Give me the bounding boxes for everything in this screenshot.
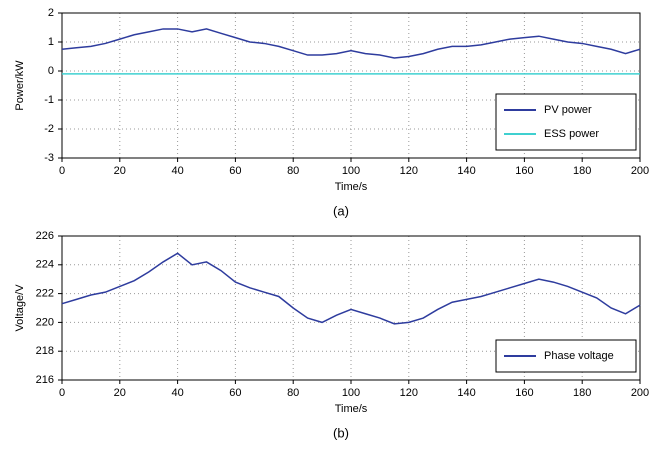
x-tick-label: 200: [631, 387, 649, 399]
x-tick-label: 140: [457, 387, 475, 399]
y-tick-label: -1: [44, 94, 54, 106]
x-tick-label: 60: [229, 165, 241, 177]
legend: Phase voltage: [495, 339, 637, 373]
x-tick-label: 60: [229, 387, 241, 399]
x-tick-label: 100: [342, 165, 360, 177]
x-tick-label: 120: [400, 165, 418, 177]
y-tick-label: 226: [36, 230, 54, 242]
x-tick-label: 160: [515, 387, 533, 399]
data-line: [61, 252, 641, 325]
y-tick-label: 216: [36, 374, 54, 386]
caption: (a): [333, 203, 349, 218]
x-axis-label: Time/s: [335, 181, 368, 193]
legend-label: Phase voltage: [544, 350, 614, 362]
x-tick-label: 20: [114, 387, 126, 399]
y-tick-label: 0: [48, 65, 54, 77]
y-tick-label: 220: [36, 316, 54, 328]
x-tick-label: 40: [171, 165, 183, 177]
x-tick-label: 180: [573, 387, 591, 399]
legend-box: [495, 93, 637, 151]
y-tick-label: 1: [48, 36, 54, 48]
x-tick-label: 80: [287, 387, 299, 399]
legend-label: ESS power: [544, 128, 599, 140]
caption: (b): [333, 425, 349, 440]
y-tick-label: 218: [36, 345, 54, 357]
x-tick-label: 20: [114, 165, 126, 177]
legend: PV power ESS power: [495, 93, 637, 151]
x-tick-label: 160: [515, 165, 533, 177]
y-tick-label: 2: [48, 7, 54, 19]
plot-frame: [61, 235, 641, 381]
subplot: 216 218 220 222 224 226 0 20 40 60 80 100 120 140 160 1…: [14, 230, 649, 441]
x-tick-label: 80: [287, 165, 299, 177]
y-axis-label: Voltage/V: [14, 284, 26, 332]
x-tick-label: 0: [59, 387, 65, 399]
y-tick-label: 224: [36, 259, 54, 271]
data-line: [61, 28, 641, 59]
x-tick-label: 180: [573, 165, 591, 177]
y-tick-label: -3: [44, 152, 54, 164]
x-tick-label: 140: [457, 165, 475, 177]
y-axis-label: Power/kW: [14, 60, 26, 111]
x-tick-label: 0: [59, 165, 65, 177]
x-tick-label: 120: [400, 387, 418, 399]
legend-label: PV power: [544, 104, 592, 116]
plot-frame: [61, 12, 641, 159]
x-tick-label: 40: [171, 387, 183, 399]
x-tick-label: 200: [631, 165, 649, 177]
x-axis-label: Time/s: [335, 403, 368, 415]
y-tick-label: -2: [44, 123, 54, 135]
x-tick-label: 100: [342, 387, 360, 399]
y-tick-label: 222: [36, 288, 54, 300]
